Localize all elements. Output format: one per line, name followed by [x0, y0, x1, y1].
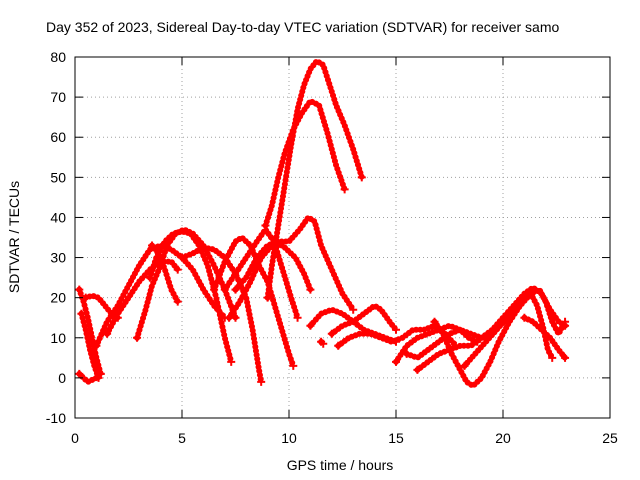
y-tick-label: 20 — [50, 290, 66, 306]
series-marker — [261, 221, 270, 230]
series-marker — [413, 365, 422, 374]
series-marker — [178, 253, 186, 262]
series-marker — [306, 285, 315, 294]
series-core-arc-14 — [234, 215, 355, 312]
axis-ticks: -10 0 10 20 30 40 50 60 70 80 0 5 10 15 20 25 — [46, 49, 618, 446]
series-marker — [220, 285, 229, 294]
y-axis-label: SDTVAR / TECUs — [6, 181, 22, 293]
series-marker — [561, 317, 570, 326]
y-tick-label: 50 — [50, 169, 66, 185]
x-tick-label: 20 — [495, 430, 511, 446]
series-marker — [520, 313, 529, 322]
series-marker — [402, 349, 411, 358]
y-tick-label: 0 — [58, 370, 66, 386]
series-layer — [75, 58, 570, 389]
series-arc-15 — [262, 98, 348, 229]
series-marker — [289, 361, 298, 370]
series-marker — [133, 333, 142, 342]
series-marker — [306, 321, 315, 330]
series-core-arc-06 — [105, 260, 180, 336]
series-marker — [392, 357, 400, 366]
series-marker — [327, 329, 336, 338]
series-marker — [145, 273, 154, 282]
series-core-arc-12 — [223, 228, 300, 320]
series-marker — [392, 325, 400, 334]
y-tick-label: 10 — [50, 330, 66, 346]
series-core-arc-23 — [433, 288, 567, 388]
y-tick-label: -10 — [46, 410, 66, 426]
series-marker — [548, 353, 557, 362]
y-tick-label: 80 — [50, 49, 66, 65]
y-tick-label: 40 — [50, 209, 66, 225]
series-core-arc-18 — [330, 304, 398, 336]
series-core-arc-11 — [212, 236, 295, 368]
series-core-arc-10 — [180, 246, 263, 384]
series-marker — [263, 293, 272, 302]
series-marker — [357, 173, 366, 182]
chart-title: Day 352 of 2023, Sidereal Day-to-day VTE… — [46, 19, 559, 35]
plot-frame — [74, 56, 611, 419]
series-marker — [75, 285, 84, 294]
series-marker — [430, 317, 439, 326]
series-marker — [340, 185, 349, 194]
series-marker — [349, 305, 358, 314]
y-tick-label: 70 — [50, 89, 66, 105]
series-marker — [561, 353, 570, 362]
series-marker — [94, 373, 103, 382]
x-tick-label: 5 — [178, 430, 186, 446]
series-marker — [148, 241, 157, 250]
series-marker — [225, 313, 234, 322]
x-tick-label: 10 — [281, 430, 297, 446]
series-core-arc-15 — [264, 99, 347, 227]
series-marker — [257, 377, 266, 386]
series-marker — [75, 369, 84, 378]
series-marker — [77, 309, 86, 318]
series-core-arc-16 — [266, 59, 364, 300]
series-marker — [334, 341, 343, 350]
series-marker — [92, 341, 101, 350]
x-tick-label: 15 — [388, 430, 404, 446]
series-marker — [210, 285, 219, 294]
x-tick-label: 25 — [602, 430, 618, 446]
series-marker — [231, 285, 240, 294]
series-core-arc-09 — [150, 244, 180, 304]
x-tick-label: 0 — [71, 430, 79, 446]
x-axis-label: GPS time / hours — [287, 457, 394, 473]
series-core-arc-01 — [77, 288, 103, 376]
series-marker — [460, 361, 469, 370]
series-marker — [293, 313, 302, 322]
series-marker — [319, 339, 328, 348]
series-core-arc-08 — [148, 230, 233, 364]
series-marker — [103, 329, 112, 338]
series-core-arc-25 — [522, 316, 567, 360]
y-tick-label: 60 — [50, 129, 66, 145]
series-marker — [81, 293, 90, 302]
series-marker — [173, 265, 182, 274]
y-tick-label: 30 — [50, 250, 66, 266]
series-core-arc-03 — [79, 312, 100, 380]
series-marker — [173, 297, 182, 306]
series-marker — [227, 357, 236, 366]
grid — [75, 57, 610, 418]
